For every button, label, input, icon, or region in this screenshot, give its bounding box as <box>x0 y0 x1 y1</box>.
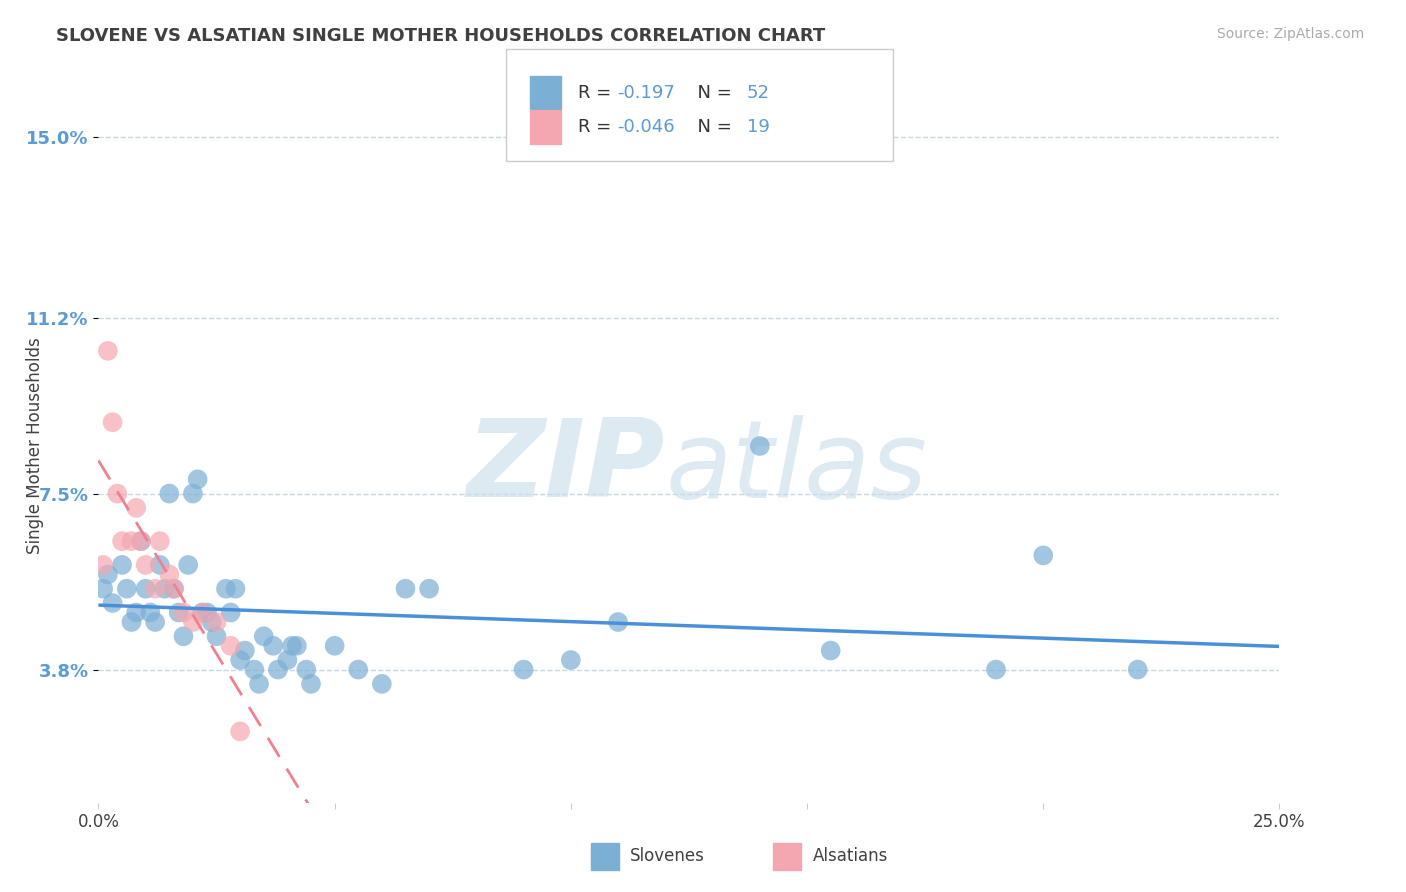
Point <box>219 639 242 653</box>
Text: SLOVENE VS ALSATIAN SINGLE MOTHER HOUSEHOLDS CORRELATION CHART: SLOVENE VS ALSATIAN SINGLE MOTHER HOUSEH… <box>56 27 825 45</box>
Point <box>418 582 440 596</box>
Text: -0.046: -0.046 <box>617 119 675 136</box>
Point <box>347 663 370 677</box>
Text: Single Mother Households: Single Mother Households <box>27 338 44 554</box>
Point <box>135 582 157 596</box>
Point <box>191 606 214 620</box>
Text: 52: 52 <box>747 84 769 102</box>
Point <box>91 558 114 572</box>
Point <box>243 663 266 677</box>
Text: Alsatians: Alsatians <box>813 847 889 865</box>
Point <box>143 582 166 596</box>
Point <box>247 677 270 691</box>
Point <box>177 558 200 572</box>
Point <box>285 639 308 653</box>
Point <box>111 534 134 549</box>
Point <box>512 663 534 677</box>
Point <box>97 567 120 582</box>
Point <box>101 596 124 610</box>
Point <box>262 639 284 653</box>
Point <box>91 582 114 596</box>
Point <box>1032 549 1054 563</box>
Point <box>157 567 180 582</box>
Point <box>201 615 224 629</box>
Point <box>295 663 318 677</box>
Point <box>233 643 256 657</box>
Point <box>139 606 162 620</box>
Point <box>195 606 218 620</box>
Point <box>129 534 152 549</box>
Point <box>111 558 134 572</box>
Point <box>172 606 194 620</box>
Point <box>267 663 290 677</box>
Point <box>191 606 214 620</box>
Point <box>121 534 143 549</box>
Text: ZIP: ZIP <box>467 415 665 520</box>
Point <box>125 606 148 620</box>
Point <box>299 677 322 691</box>
Text: N =: N = <box>686 84 738 102</box>
Point <box>820 643 842 657</box>
Point <box>748 439 770 453</box>
Point <box>253 629 276 643</box>
Point <box>135 558 157 572</box>
Text: R =: R = <box>578 119 617 136</box>
Point <box>607 615 630 629</box>
Point <box>984 663 1007 677</box>
Point <box>181 615 204 629</box>
Point <box>129 534 152 549</box>
Point <box>143 615 166 629</box>
Point <box>224 582 246 596</box>
Text: Slovenes: Slovenes <box>630 847 704 865</box>
Point <box>281 639 304 653</box>
Point <box>167 606 190 620</box>
Text: 19: 19 <box>747 119 769 136</box>
Text: N =: N = <box>686 119 738 136</box>
Point <box>1126 663 1149 677</box>
Point <box>157 486 180 500</box>
Point <box>276 653 298 667</box>
Point <box>149 558 172 572</box>
Point <box>105 486 128 500</box>
Point <box>560 653 582 667</box>
Point <box>394 582 416 596</box>
Point <box>229 724 252 739</box>
Point <box>371 677 394 691</box>
Point <box>215 582 238 596</box>
Point <box>125 500 148 515</box>
Point <box>323 639 346 653</box>
Point <box>205 615 228 629</box>
Text: Source: ZipAtlas.com: Source: ZipAtlas.com <box>1216 27 1364 41</box>
Point <box>219 606 242 620</box>
Point <box>172 629 194 643</box>
Point <box>115 582 138 596</box>
Text: R =: R = <box>578 84 617 102</box>
Text: atlas: atlas <box>665 415 927 520</box>
Text: -0.197: -0.197 <box>617 84 675 102</box>
Point <box>149 534 172 549</box>
Point <box>121 615 143 629</box>
Point <box>163 582 186 596</box>
Point <box>163 582 186 596</box>
Point <box>101 415 124 429</box>
Point <box>229 653 252 667</box>
Point <box>205 629 228 643</box>
Point <box>187 472 209 486</box>
Point <box>181 486 204 500</box>
Point <box>97 343 120 358</box>
Point <box>153 582 176 596</box>
